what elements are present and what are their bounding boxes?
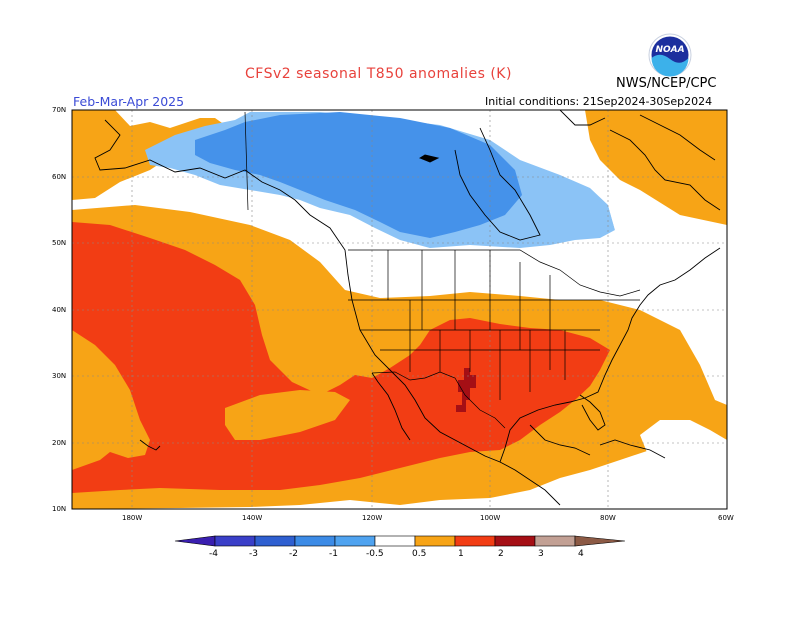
political-borders bbox=[244, 111, 641, 429]
lon-label-140w: 140W bbox=[242, 514, 263, 522]
warm-anomaly-tongue-2 bbox=[225, 390, 350, 440]
colorbar-label: 0.5 bbox=[412, 549, 427, 559]
colorbar-bin bbox=[214, 535, 256, 547]
colorbar-label: -0.5 bbox=[366, 549, 384, 559]
colorbar-bin bbox=[374, 535, 416, 547]
lat-label-40n: 40N bbox=[52, 306, 67, 314]
strong-warm-anomaly-pacific bbox=[72, 222, 610, 493]
lat-label-10n: 10N bbox=[52, 505, 67, 513]
lat-label-70n: 70N bbox=[52, 106, 67, 114]
coastlines bbox=[94, 110, 721, 506]
colorbar-extend-min bbox=[174, 535, 216, 547]
colorbar-label: 2 bbox=[498, 549, 504, 559]
lat-label-60n: 60N bbox=[52, 173, 67, 181]
cold-anomaly-canada bbox=[195, 112, 522, 238]
lat-label-20n: 20N bbox=[52, 439, 67, 447]
map-title: CFSv2 seasonal T850 anomalies (K) bbox=[245, 66, 512, 82]
colorbar-extend-max bbox=[574, 535, 626, 547]
season-label: Feb-Mar-Apr 2025 bbox=[73, 94, 185, 109]
near-normal-caribbean bbox=[620, 420, 727, 509]
warm-anomaly-tongue bbox=[72, 330, 150, 470]
agency-label: NWS/NCEP/CPC bbox=[616, 76, 717, 91]
noaa-logo: NOAA bbox=[648, 33, 692, 77]
colorbar-bin bbox=[294, 535, 336, 547]
colorbar-bin bbox=[454, 535, 496, 547]
colorbar-label: 1 bbox=[458, 549, 464, 559]
lon-label-100w: 100W bbox=[480, 514, 501, 522]
colorbar-bin bbox=[534, 535, 576, 547]
lat-label-30n: 30N bbox=[52, 372, 67, 380]
colorbar-label: 3 bbox=[538, 549, 544, 559]
extreme-warm-anomaly-texas bbox=[456, 368, 476, 412]
colorbar-bin bbox=[334, 535, 376, 547]
graticule bbox=[72, 110, 727, 509]
initial-conditions-label: Initial conditions: 21Sep2024-30Sep2024 bbox=[485, 95, 713, 108]
colorbar-bin bbox=[254, 535, 296, 547]
lon-label-80w: 80W bbox=[600, 514, 616, 522]
logo-text: NOAA bbox=[655, 45, 684, 55]
colorbar-label: -4 bbox=[209, 549, 218, 559]
lat-label-50n: 50N bbox=[52, 239, 67, 247]
colorbar-label: 4 bbox=[578, 549, 584, 559]
colorbar-label: -1 bbox=[329, 549, 338, 559]
colorbar-label: -2 bbox=[289, 549, 298, 559]
colorbar-bin bbox=[414, 535, 456, 547]
map-frame bbox=[71, 109, 728, 510]
lon-label-120w: 120W bbox=[362, 514, 383, 522]
lon-label-60w: 60W bbox=[718, 514, 734, 522]
colorbar-bin bbox=[494, 535, 536, 547]
colorbar-segments bbox=[174, 535, 626, 547]
colorbar-label: -3 bbox=[249, 549, 258, 559]
lon-label-180w: 180W bbox=[122, 514, 143, 522]
near-normal-labrador bbox=[600, 170, 727, 295]
